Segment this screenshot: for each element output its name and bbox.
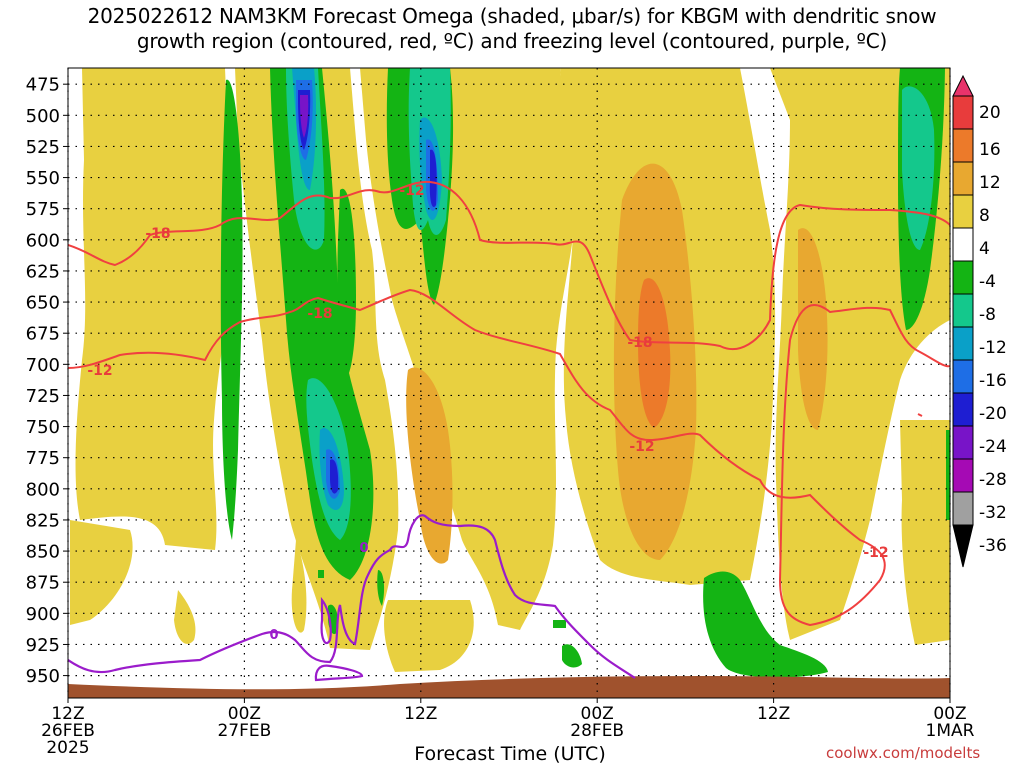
colorbar-label: 20 <box>979 103 1001 123</box>
colorbar-segment <box>952 161 974 196</box>
colorbar-segment <box>952 425 974 460</box>
x-axis-label: Forecast Time (UTC) <box>414 743 606 765</box>
colorbar-label: -16 <box>979 371 1007 391</box>
y-tick-label: 750 <box>26 417 60 438</box>
colorbar-label: -32 <box>979 503 1007 523</box>
x-tick-label: 00Z <box>581 704 614 724</box>
colorbar-label: -20 <box>979 404 1007 424</box>
freezing-contour-label: 0 <box>359 541 368 556</box>
y-tick-label: 600 <box>26 230 60 251</box>
x-tick-label: 26FEB <box>41 721 95 741</box>
y-tick-label: 825 <box>26 510 60 531</box>
dgz-contour-18 <box>68 180 950 351</box>
colorbar-label: -24 <box>979 437 1007 457</box>
y-tick-label: 725 <box>26 386 60 407</box>
colorbar-label: -28 <box>979 470 1007 490</box>
y-tick-label: 700 <box>26 355 60 376</box>
colorbar-segment <box>952 194 974 229</box>
colorbar-top-arrow <box>952 74 974 97</box>
x-tick-label: 2025 <box>46 738 89 758</box>
credit-text: coolwx.com/modelts <box>826 744 981 762</box>
y-tick-label: 500 <box>26 106 60 127</box>
y-tick-label: 775 <box>26 448 60 469</box>
dgz-contour-stray <box>917 413 923 417</box>
colorbar-segment <box>952 128 974 163</box>
x-tick-label: 00Z <box>933 704 966 724</box>
y-tick-label: 625 <box>26 261 60 282</box>
dgz-contour-label: -12 <box>399 183 424 199</box>
freezing-contour-loop2 <box>314 664 364 682</box>
dgz-contour-label: -18 <box>307 306 332 322</box>
dgz-contour-label: -12 <box>629 439 654 455</box>
dgz-contour-label: -18 <box>627 335 652 351</box>
colorbar-segment <box>952 293 974 328</box>
dgz-contour-label: -12 <box>863 545 888 561</box>
y-tick-label: 875 <box>26 573 60 594</box>
colorbar-label: -12 <box>979 338 1007 358</box>
omega-shade-12-16 <box>638 278 671 428</box>
colorbar-segment <box>952 227 974 262</box>
chart-title: 2025022612 NAM3KM Forecast Omega (shaded… <box>0 4 1024 54</box>
terrain-band <box>68 676 950 698</box>
colorbar-label: -36 <box>979 536 1007 556</box>
y-tick-label: 475 <box>26 75 60 96</box>
title-line-2: growth region (contoured, red, ºC) and f… <box>136 29 888 53</box>
colorbar-segment <box>952 359 974 394</box>
y-tick-label: 950 <box>26 666 60 687</box>
contour-labels: -18 -12 -18 -12 -18 -12 -12 0 0 <box>87 183 888 643</box>
title-line-1: 2025022612 NAM3KM Forecast Omega (shaded… <box>87 4 937 28</box>
y-tick-label: 925 <box>26 635 60 656</box>
colorbar-label: 12 <box>979 173 1001 193</box>
y-tick-label: 800 <box>26 479 60 500</box>
dgz-contour-label: -18 <box>145 226 170 242</box>
omega-colorbar: 20 16 12 8 4 -4 -8 -12 -16 -20 -24 -28 -32 -36 <box>952 74 1007 568</box>
dgz-contour-12 <box>68 288 950 627</box>
x-tick-label: 12Z <box>51 704 84 724</box>
colorbar-segment <box>952 392 974 427</box>
dgz-contour-label: -12 <box>87 363 112 379</box>
y-axis: 475 500 525 550 575 600 625 650 675 700 725 750 775 8… <box>26 75 68 687</box>
colorbar-segment <box>952 458 974 493</box>
y-tick-label: 550 <box>26 168 60 189</box>
x-tick-label: 12Z <box>404 704 437 724</box>
freezing-contour-label: 0 <box>269 628 278 643</box>
colorbar-label: 16 <box>979 140 1001 160</box>
colorbar-segment <box>952 260 974 295</box>
freezing-contour-loop1 <box>320 596 332 645</box>
colorbar-label: 4 <box>979 239 990 259</box>
colorbar-segment <box>952 95 974 130</box>
x-tick-label: 1MAR <box>926 721 975 741</box>
omega-shade-cores <box>298 90 437 494</box>
freezing-contours <box>68 514 636 682</box>
y-tick-label: 850 <box>26 542 60 563</box>
dgz-contours <box>68 180 950 627</box>
y-tick-label: 900 <box>26 604 60 625</box>
colorbar-label: -4 <box>979 272 996 292</box>
x-tick-label: 00Z <box>228 704 261 724</box>
y-tick-label: 675 <box>26 324 60 345</box>
x-tick-label: 27FEB <box>217 721 271 741</box>
x-tick-label: 28FEB <box>570 721 624 741</box>
x-tick-label: 12Z <box>757 704 790 724</box>
y-tick-label: 525 <box>26 137 60 158</box>
freezing-contour-main <box>68 514 636 679</box>
colorbar-label: 8 <box>979 206 990 226</box>
omega-shading <box>68 68 950 698</box>
colorbar-bottom-arrow <box>952 524 974 568</box>
colorbar-segment <box>952 326 974 361</box>
y-tick-label: 650 <box>26 293 60 314</box>
y-tick-label: 575 <box>26 199 60 220</box>
colorbar-label: -8 <box>979 305 996 325</box>
colorbar-segment <box>952 491 974 526</box>
plot-frame <box>67 67 951 699</box>
